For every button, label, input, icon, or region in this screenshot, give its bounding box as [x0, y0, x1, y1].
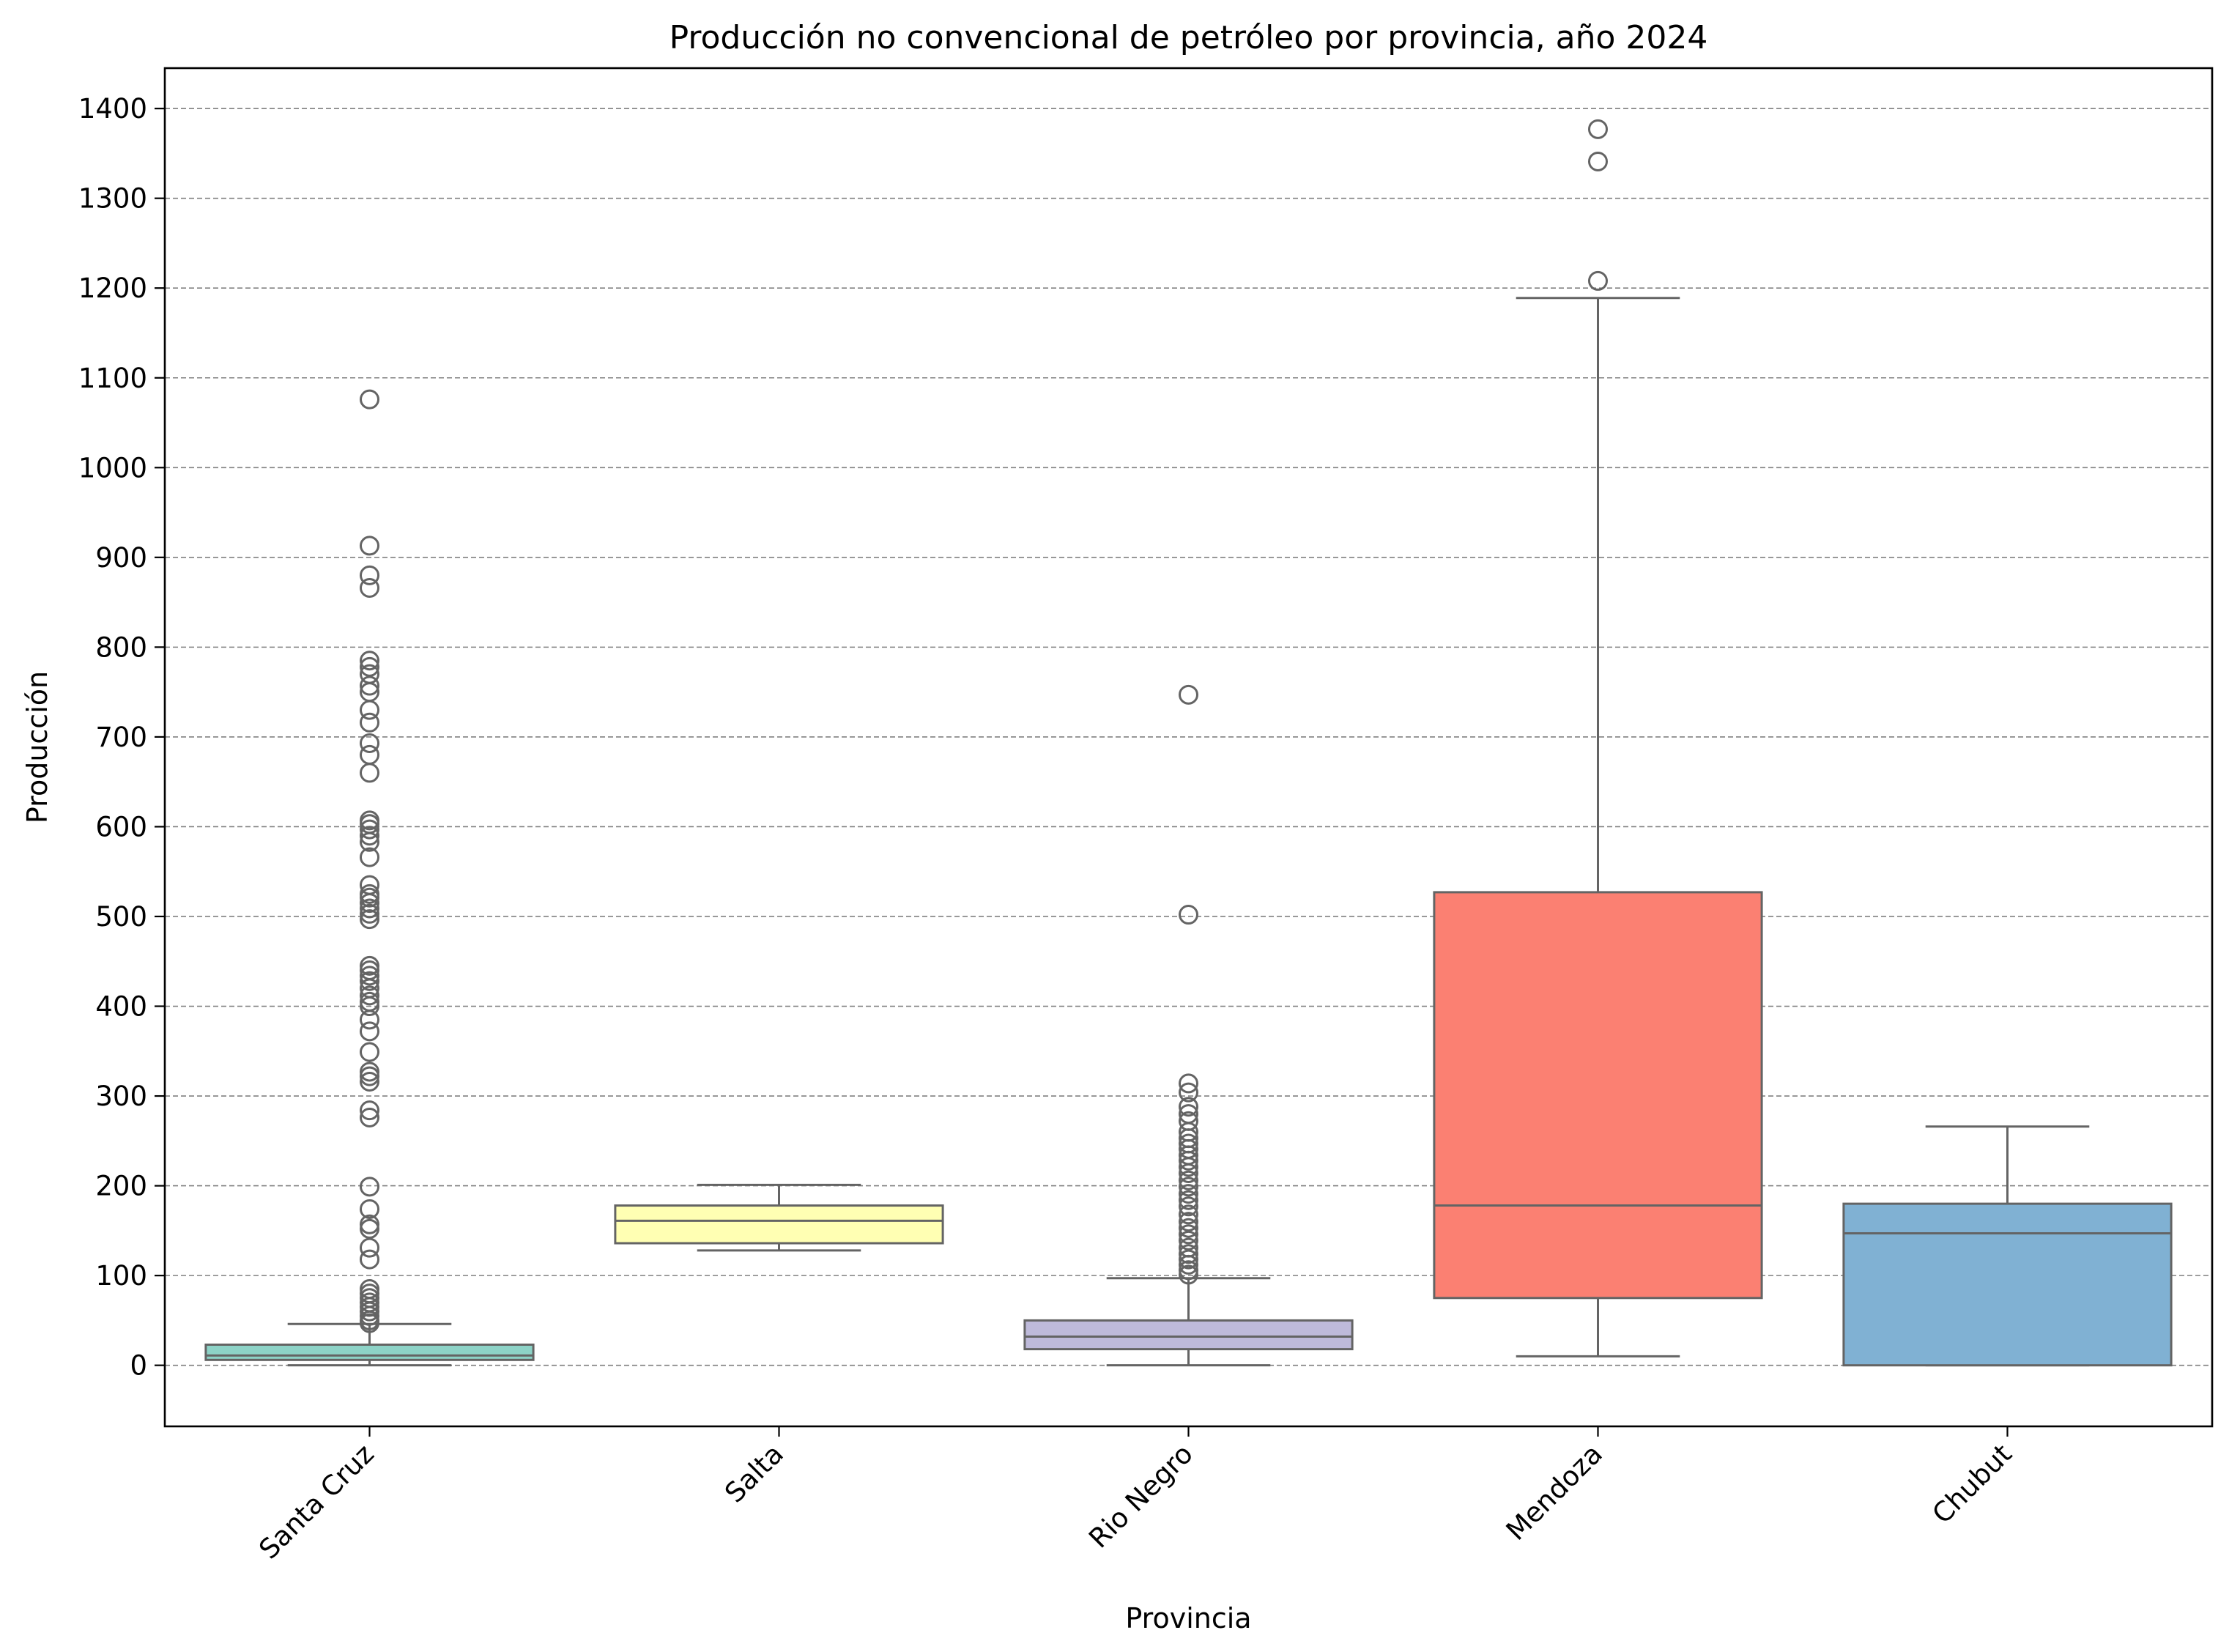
- iqr-box: [204, 1343, 535, 1361]
- outlier-point: [360, 1066, 379, 1086]
- box-group: [1842, 1125, 2173, 1367]
- outlier-point: [1179, 1097, 1198, 1117]
- outlier-point: [360, 1249, 379, 1270]
- outlier-point: [1179, 1082, 1198, 1103]
- y-tick-label: 900: [95, 542, 147, 574]
- outlier-point: [1179, 1218, 1198, 1238]
- outlier-point: [360, 1021, 379, 1042]
- box-group: [1023, 684, 1354, 1367]
- outlier-point: [1179, 1196, 1198, 1217]
- outlier-point: [1588, 119, 1608, 139]
- outlier-point: [360, 826, 379, 846]
- outlier-point: [1179, 1204, 1198, 1225]
- iqr-box: [614, 1204, 944, 1245]
- iqr-box: [1842, 1202, 2173, 1367]
- outlier-point: [360, 536, 379, 556]
- x-axis-label: Provincia: [1125, 1602, 1251, 1634]
- outlier-point: [1179, 1224, 1198, 1245]
- outlier-point: [1179, 1230, 1198, 1251]
- outlier-point: [1179, 1190, 1198, 1210]
- outlier-point: [1179, 1170, 1198, 1190]
- outlier-point: [360, 675, 379, 696]
- iqr-box: [1023, 1319, 1354, 1351]
- outlier-point: [360, 733, 379, 753]
- outlier-point: [1179, 1177, 1198, 1197]
- outlier-point: [360, 898, 379, 919]
- y-tick-label: 1300: [78, 183, 147, 215]
- outlier-point: [360, 651, 379, 671]
- outlier-point: [360, 1199, 379, 1219]
- outlier-point: [1179, 1212, 1198, 1232]
- outlier-point: [1179, 905, 1198, 925]
- outlier-point: [360, 1218, 379, 1239]
- outlier-point: [360, 971, 379, 991]
- outlier-point: [360, 966, 379, 986]
- y-axis-label: Producción: [21, 671, 53, 823]
- outlier-point: [360, 996, 379, 1017]
- outlier-point: [360, 909, 379, 930]
- outlier-point: [360, 903, 379, 924]
- y-tick-label: 600: [95, 811, 147, 842]
- outlier-point: [360, 819, 379, 840]
- outlier-point: [360, 565, 379, 585]
- outlier-point: [360, 893, 379, 914]
- iqr-box: [1433, 891, 1763, 1300]
- outlier-point: [1588, 270, 1608, 291]
- outlier-point: [360, 985, 379, 1006]
- outlier-point: [1588, 151, 1608, 171]
- y-tick-label: 500: [95, 901, 147, 933]
- y-tick-label: 1200: [78, 273, 147, 304]
- outlier-point: [360, 712, 379, 733]
- outlier-point: [1179, 1244, 1198, 1264]
- outlier-point: [1179, 684, 1198, 705]
- y-tick-label: 1000: [78, 452, 147, 484]
- outlier-point: [360, 1313, 379, 1333]
- outlier-point: [360, 887, 379, 908]
- outlier-point: [360, 577, 379, 598]
- outlier-point: [1179, 1150, 1198, 1171]
- outlier-point: [1179, 1249, 1198, 1270]
- box-group: [1433, 119, 1763, 1357]
- outlier-point: [360, 763, 379, 783]
- box-group: [614, 1183, 944, 1252]
- outlier-point: [360, 1010, 379, 1030]
- outlier-point: [360, 1107, 379, 1127]
- y-tick-label: 800: [95, 631, 147, 663]
- outlier-point: [360, 847, 379, 867]
- y-tick-label: 0: [130, 1350, 147, 1382]
- y-tick-label: 200: [95, 1171, 147, 1202]
- outlier-point: [1179, 1163, 1198, 1183]
- box-layer: [204, 119, 2173, 1367]
- outlier-point: [360, 389, 379, 410]
- y-tick-label: 700: [95, 722, 147, 753]
- y-tick-label: 100: [95, 1260, 147, 1292]
- outlier-point: [1179, 1073, 1198, 1094]
- outlier-point: [1179, 1254, 1198, 1275]
- y-tick-label: 1100: [78, 363, 147, 394]
- outlier-point: [1179, 1157, 1198, 1177]
- outlier-point: [360, 1100, 379, 1121]
- outlier-point: [360, 1042, 379, 1062]
- outlier-point: [360, 1071, 379, 1092]
- chart-title: Producción no convencional de petróleo p…: [670, 19, 1708, 56]
- y-tick-label: 400: [95, 991, 147, 1023]
- y-tick-label: 1400: [78, 93, 147, 125]
- y-tick-label: 300: [95, 1081, 147, 1112]
- grid-layer: [165, 108, 2212, 1366]
- outlier-point: [360, 700, 379, 720]
- outlier-point: [1179, 1184, 1198, 1204]
- outlier-point: [360, 1237, 379, 1258]
- outlier-point: [360, 1177, 379, 1197]
- outlier-point: [1179, 1264, 1198, 1285]
- outlier-point: [360, 656, 379, 677]
- box-group: [204, 389, 535, 1367]
- outlier-point: [360, 831, 379, 852]
